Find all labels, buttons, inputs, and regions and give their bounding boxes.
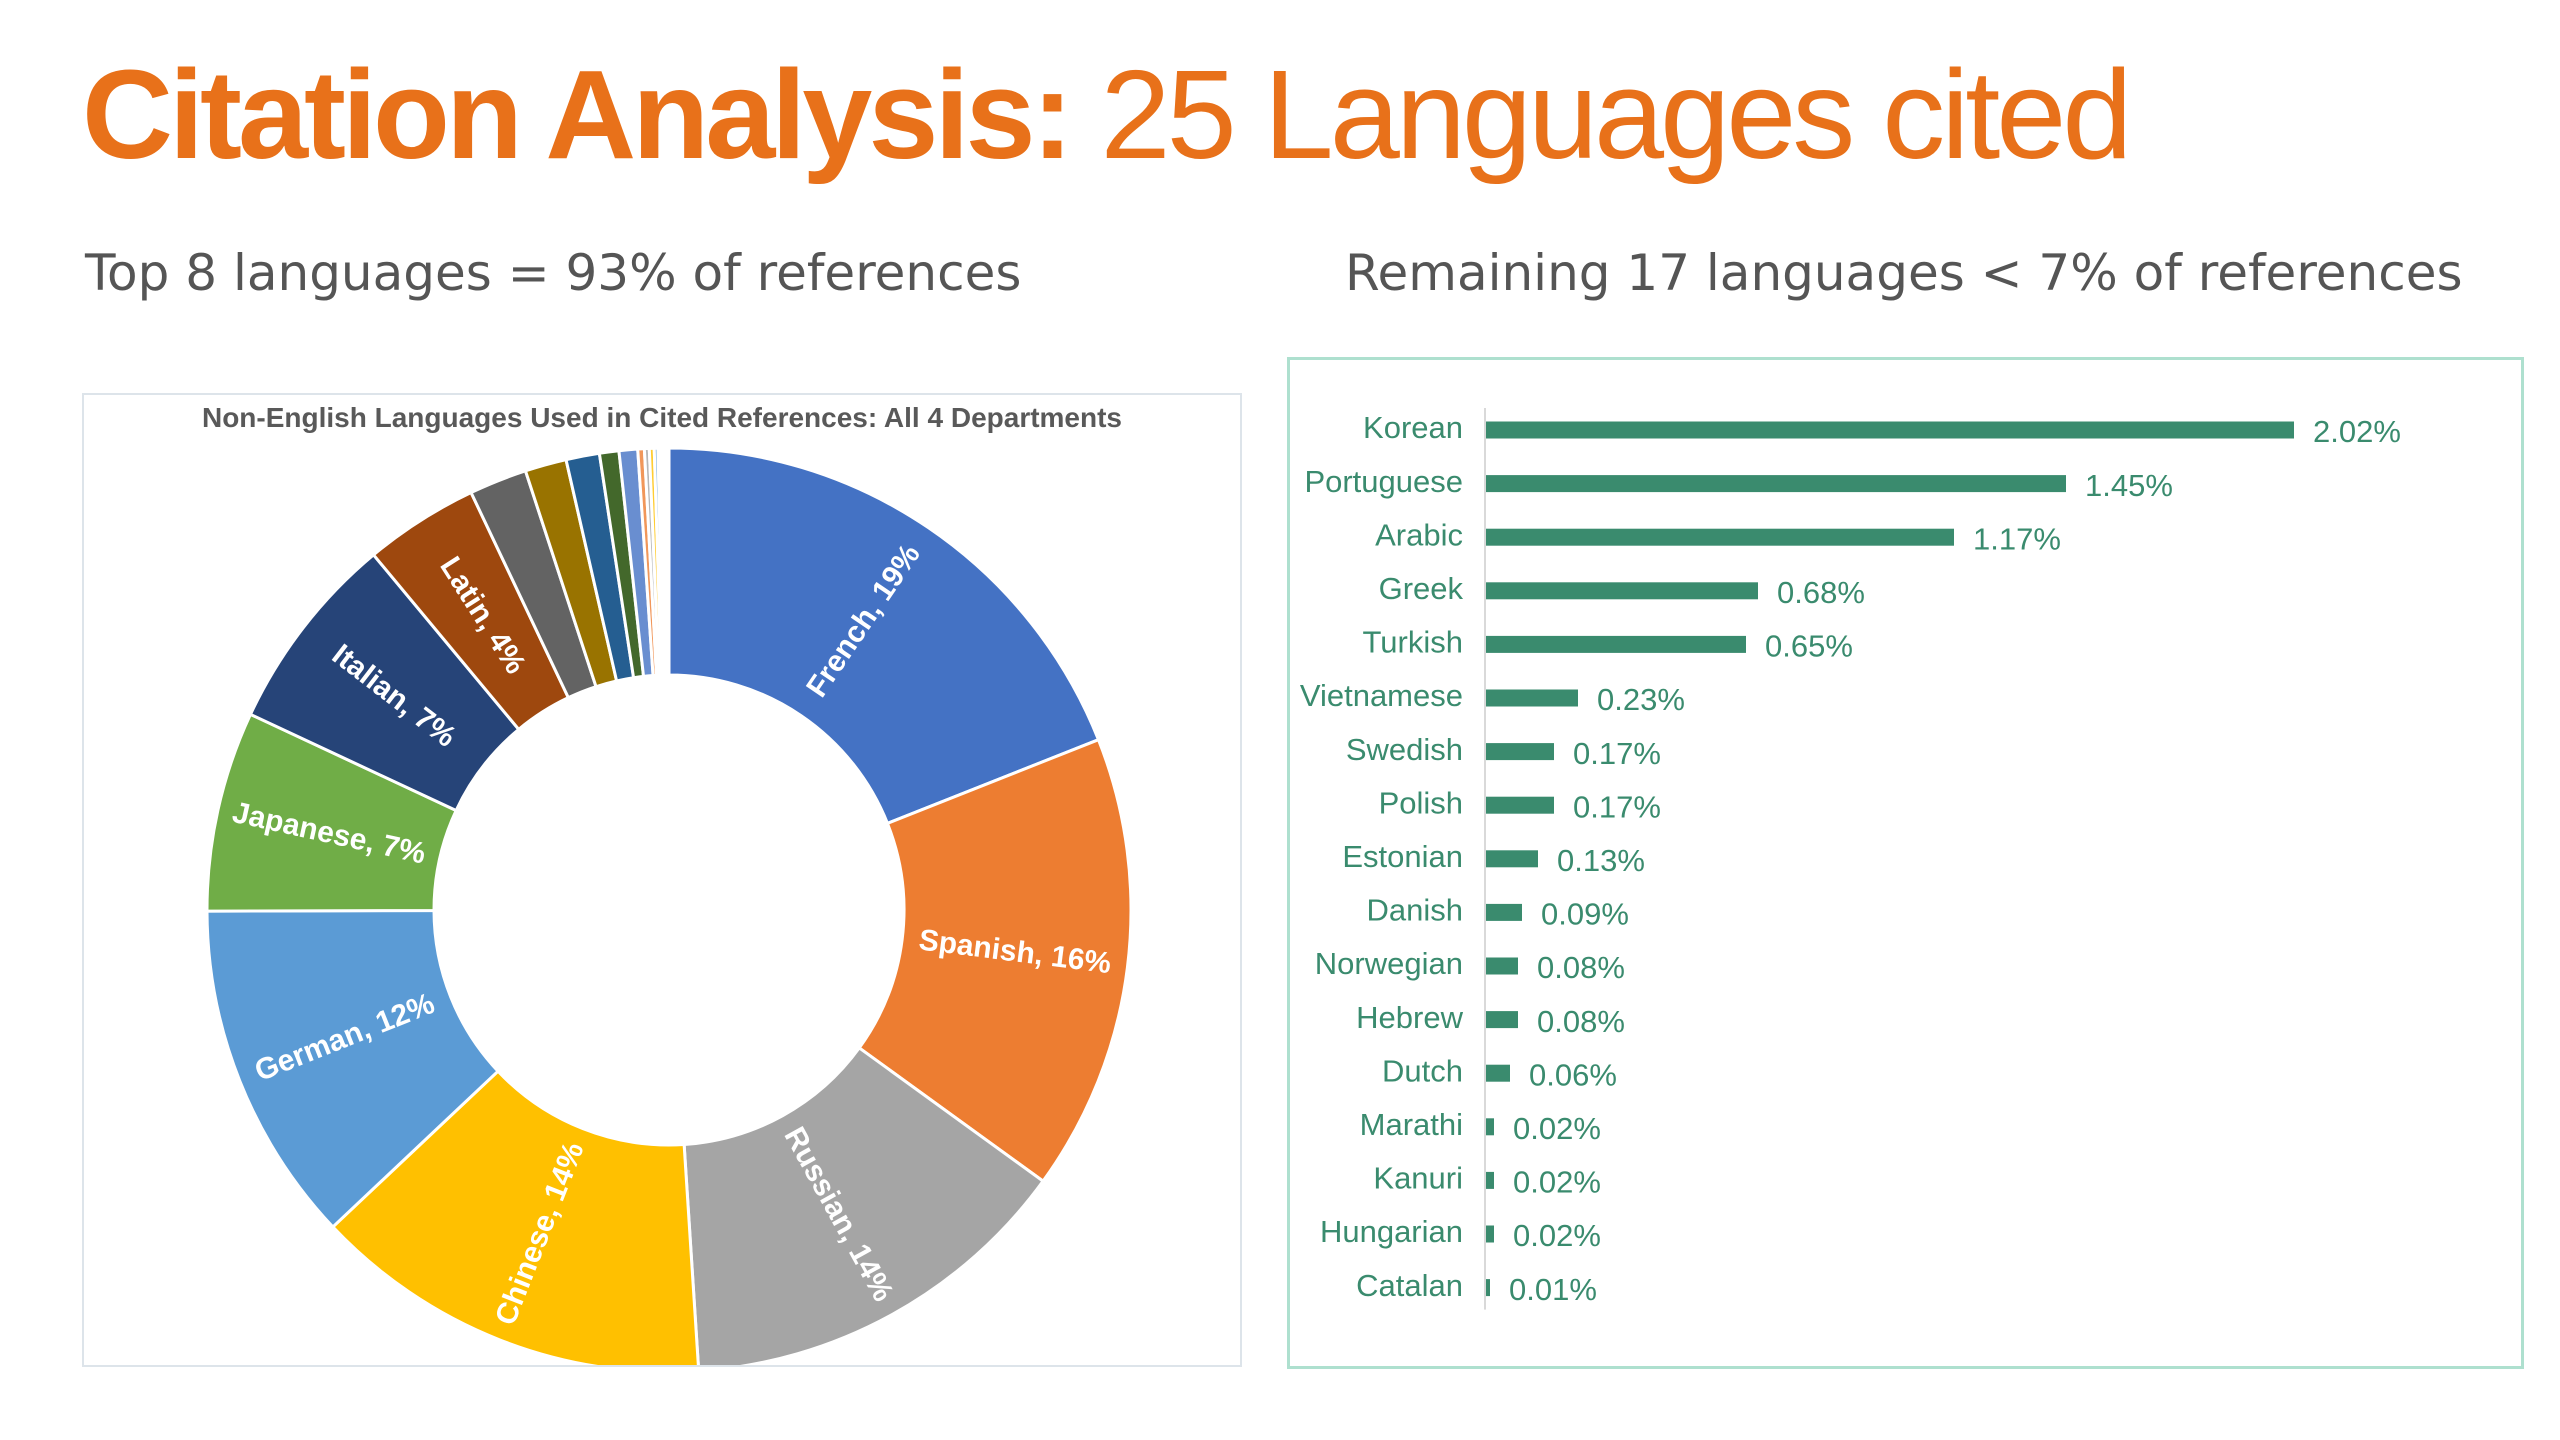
bar-hebrew <box>1486 1011 1518 1029</box>
bar-marathi <box>1486 1118 1494 1136</box>
bar-hungarian <box>1486 1225 1494 1243</box>
bar-category-label-swedish: Swedish <box>1346 732 1463 767</box>
bar-category-label-portuguese: Portuguese <box>1304 464 1463 499</box>
slide-title-rest: 25 Languages cited <box>1069 44 2133 185</box>
bar-category-label-hungarian: Hungarian <box>1320 1214 1463 1249</box>
bar-value-label-dutch: 0.06% <box>1529 1057 1617 1092</box>
bar-value-label-hungarian: 0.02% <box>1513 1218 1601 1253</box>
bar-value-label-korean: 2.02% <box>2313 414 2401 449</box>
bar-category-label-turkish: Turkish <box>1363 625 1463 660</box>
bar-portuguese <box>1486 475 2066 493</box>
donut-chart-title: Non-English Languages Used in Cited Refe… <box>202 402 1122 433</box>
bar-chart: Korean Portuguese Arabic Greek Turkish Vietna… <box>1300 408 2401 1310</box>
bar-korean <box>1486 421 2294 439</box>
bar-chart-panel: Korean Portuguese Arabic Greek Turkish Vietna… <box>1287 357 2524 1369</box>
bar-value-label-danish: 0.09% <box>1541 897 1629 932</box>
bar-norwegian <box>1486 957 1518 975</box>
bar-value-label-catalan: 0.01% <box>1509 1272 1597 1307</box>
donut-chart-panel: Non-English Languages Used in Cited Refe… <box>82 393 1242 1367</box>
bar-category-label-dutch: Dutch <box>1382 1053 1463 1088</box>
bar-estonian <box>1486 850 1538 868</box>
bar-category-label-danish: Danish <box>1367 893 1464 928</box>
bar-category-label-marathi: Marathi <box>1360 1107 1463 1142</box>
bar-value-label-greek: 0.68% <box>1777 575 1865 610</box>
bar-vietnamese <box>1486 689 1578 707</box>
bar-category-label-kanuri: Kanuri <box>1373 1161 1463 1196</box>
donut-slice-german <box>205 909 501 1230</box>
donut-slice-russian <box>682 1045 1046 1365</box>
bar-value-label-portuguese: 1.45% <box>2085 468 2173 503</box>
donut-subtitle: Top 8 languages = 93% of references <box>85 244 1022 302</box>
bar-value-label-turkish: 0.65% <box>1765 629 1853 664</box>
bar-category-label-estonian: Estonian <box>1342 839 1463 874</box>
bar-value-label-vietnamese: 0.23% <box>1597 682 1685 717</box>
bar-category-label-norwegian: Norwegian <box>1315 946 1463 981</box>
slide-title-bold: Citation Analysis: <box>82 44 1073 185</box>
slide-title: Citation Analysis: 25 Languages cited <box>82 52 2132 178</box>
bar-category-label-vietnamese: Vietnamese <box>1300 678 1463 713</box>
bar-category-label-korean: Korean <box>1363 410 1463 445</box>
bar-value-label-swedish: 0.17% <box>1573 736 1661 771</box>
bar-value-label-arabic: 1.17% <box>1973 521 2061 556</box>
bar-kanuri <box>1486 1171 1494 1189</box>
bar-greek <box>1486 582 1758 600</box>
bar-danish <box>1486 903 1522 921</box>
bar-polish <box>1486 796 1554 814</box>
bar-value-label-hebrew: 0.08% <box>1537 1004 1625 1039</box>
bar-subtitle: Remaining 17 languages < 7% of reference… <box>1345 244 2463 302</box>
bar-category-label-polish: Polish <box>1379 785 1463 820</box>
bar-category-label-arabic: Arabic <box>1375 517 1463 552</box>
bar-value-label-kanuri: 0.02% <box>1513 1165 1601 1200</box>
bar-category-label-greek: Greek <box>1379 571 1464 606</box>
bar-value-label-estonian: 0.13% <box>1557 843 1645 878</box>
bar-arabic <box>1486 528 1954 546</box>
donut-chart: Non-English Languages Used in Cited Refe… <box>202 402 1133 1365</box>
bar-category-label-hebrew: Hebrew <box>1356 1000 1463 1035</box>
bar-catalan <box>1486 1279 1490 1297</box>
bar-value-label-marathi: 0.02% <box>1513 1111 1601 1146</box>
donut-slice-spanish <box>857 737 1133 1184</box>
bar-category-label-catalan: Catalan <box>1356 1268 1463 1303</box>
bar-dutch <box>1486 1064 1510 1082</box>
bar-value-label-norwegian: 0.08% <box>1537 950 1625 985</box>
donut-slice-french <box>667 446 1101 826</box>
bar-value-label-polish: 0.17% <box>1573 789 1661 824</box>
bar-swedish <box>1486 743 1554 761</box>
bar-turkish <box>1486 635 1746 653</box>
donut-slice-chinese <box>330 1069 700 1365</box>
